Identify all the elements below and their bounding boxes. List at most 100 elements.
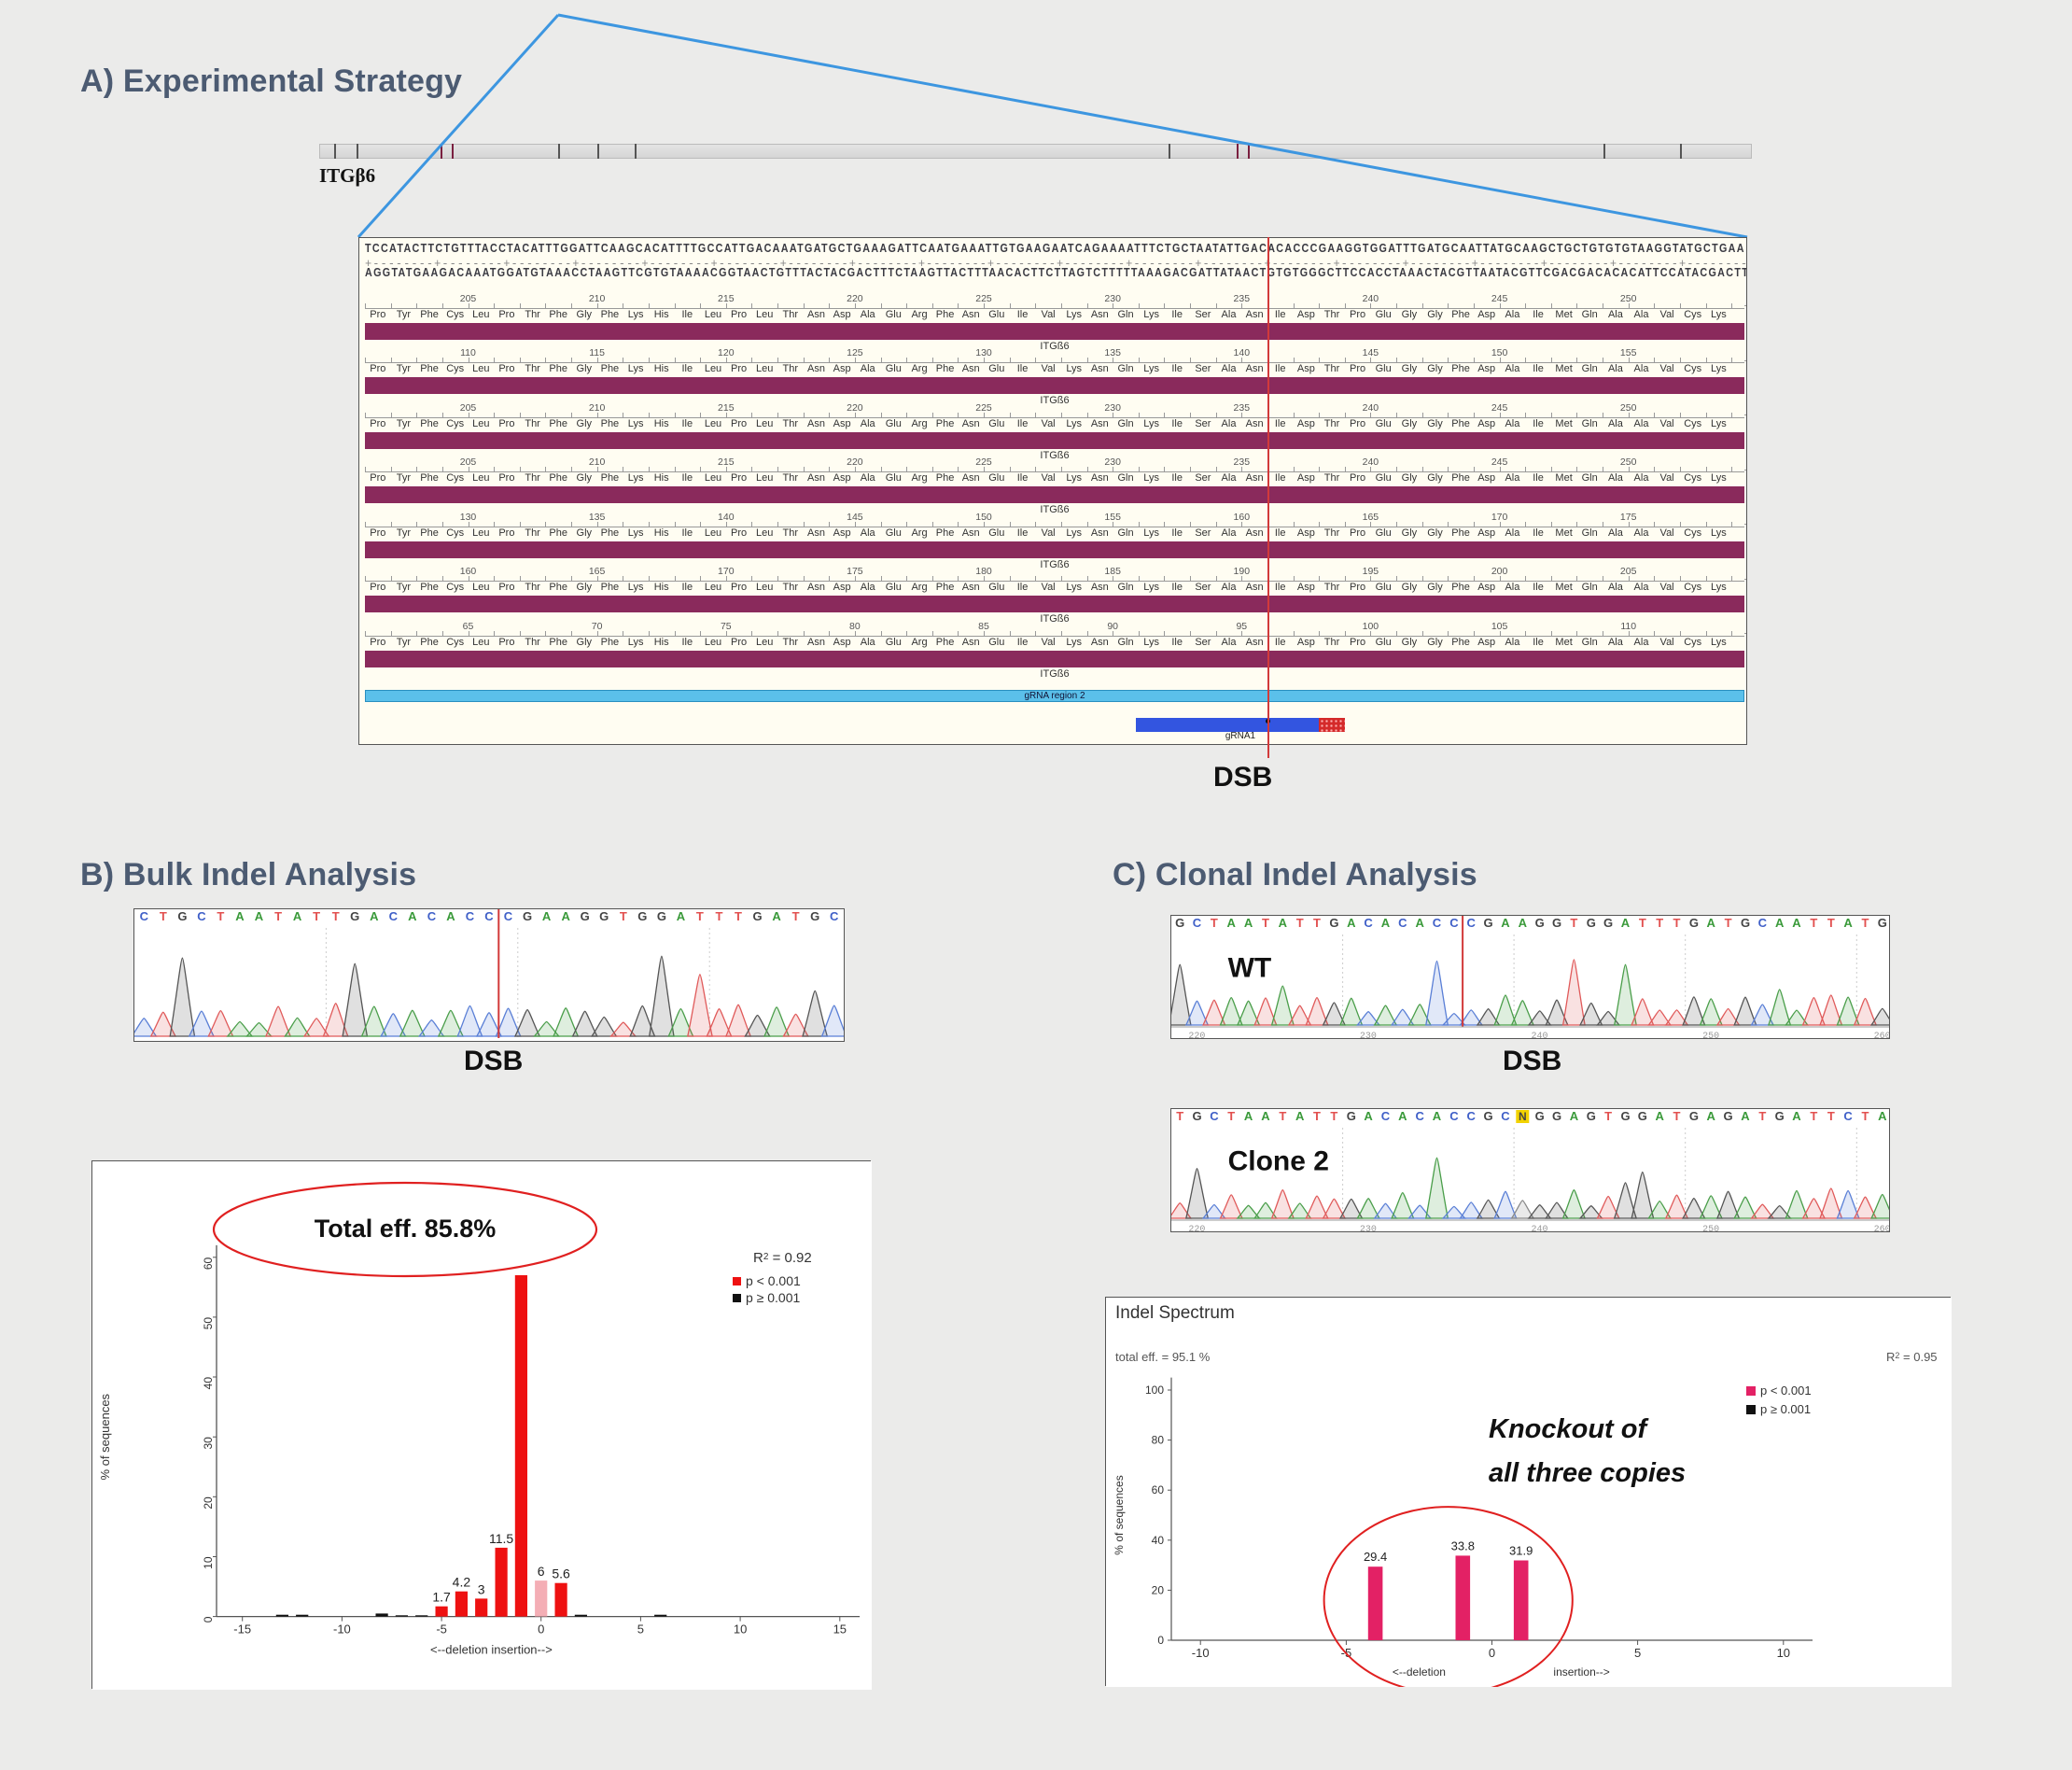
- svg-text:Clone 2: Clone 2: [1228, 1146, 1329, 1177]
- svg-text:A: A: [370, 909, 379, 923]
- svg-text:G: G: [1552, 1109, 1561, 1123]
- svg-text:250: 250: [1702, 1032, 1719, 1039]
- svg-text:A: A: [1433, 1109, 1442, 1123]
- svg-text:-5: -5: [436, 1622, 447, 1637]
- svg-text:G: G: [1587, 1109, 1596, 1123]
- svg-text:A: A: [1707, 916, 1716, 930]
- svg-text:A: A: [1792, 1109, 1801, 1123]
- svg-text:-10: -10: [333, 1622, 351, 1637]
- svg-text:C: C: [1758, 916, 1768, 930]
- svg-text:T: T: [1570, 916, 1577, 930]
- svg-text:G: G: [350, 909, 359, 923]
- svg-text:p < 0.001: p < 0.001: [746, 1273, 801, 1288]
- svg-text:T: T: [1656, 916, 1663, 930]
- svg-text:A: A: [1656, 1109, 1665, 1123]
- svg-text:A: A: [1261, 1109, 1270, 1123]
- svg-text:220: 220: [1188, 1225, 1205, 1232]
- svg-text:% of sequences: % of sequences: [98, 1393, 112, 1480]
- svg-text:C: C: [466, 909, 475, 923]
- svg-text:260: 260: [1874, 1225, 1890, 1232]
- svg-text:60: 60: [202, 1257, 215, 1270]
- svg-text:T: T: [1827, 916, 1835, 930]
- svg-text:C: C: [830, 909, 839, 923]
- svg-text:C: C: [1398, 916, 1407, 930]
- svg-text:G: G: [637, 909, 647, 923]
- svg-text:5.6: 5.6: [552, 1566, 570, 1581]
- svg-text:T: T: [313, 909, 320, 923]
- svg-text:33.8: 33.8: [1451, 1538, 1475, 1552]
- svg-text:all three copies: all three copies: [1489, 1458, 1686, 1488]
- svg-text:Total eff. 85.8%: Total eff. 85.8%: [315, 1215, 497, 1243]
- svg-text:<--deletion: <--deletion: [1393, 1665, 1446, 1679]
- svg-text:N: N: [1519, 1110, 1527, 1123]
- svg-text:A: A: [1416, 916, 1425, 930]
- svg-text:C: C: [1364, 916, 1373, 930]
- svg-text:<--deletion insertion-->: <--deletion insertion-->: [430, 1643, 553, 1657]
- svg-text:240: 240: [1532, 1032, 1548, 1039]
- svg-text:G: G: [581, 909, 590, 923]
- svg-text:T: T: [735, 909, 742, 923]
- svg-text:A: A: [1227, 916, 1237, 930]
- svg-text:C: C: [140, 909, 149, 923]
- svg-text:5: 5: [1634, 1646, 1641, 1660]
- svg-text:G: G: [1535, 916, 1545, 930]
- svg-text:15: 15: [833, 1622, 847, 1637]
- svg-text:20: 20: [202, 1496, 215, 1510]
- svg-text:T: T: [274, 909, 282, 923]
- svg-text:A: A: [677, 909, 686, 923]
- svg-text:G: G: [1329, 916, 1338, 930]
- svg-text:A: A: [255, 909, 264, 923]
- svg-text:A: A: [1707, 1109, 1716, 1123]
- svg-text:A: A: [1775, 916, 1785, 930]
- svg-text:220: 220: [1188, 1032, 1205, 1039]
- svg-text:G: G: [1638, 1109, 1647, 1123]
- svg-text:T: T: [1176, 1109, 1183, 1123]
- svg-text:G: G: [177, 909, 187, 923]
- svg-text:G: G: [1689, 1109, 1699, 1123]
- svg-text:G: G: [1175, 916, 1184, 930]
- svg-text:T: T: [1211, 916, 1218, 930]
- svg-text:T: T: [716, 909, 723, 923]
- svg-text:A: A: [562, 909, 571, 923]
- svg-text:G: G: [1484, 1109, 1493, 1123]
- svg-text:4.2: 4.2: [453, 1575, 471, 1590]
- svg-text:10: 10: [734, 1622, 747, 1637]
- svg-text:230: 230: [1360, 1032, 1377, 1039]
- svg-text:A: A: [1570, 1109, 1579, 1123]
- svg-text:0: 0: [1157, 1634, 1164, 1647]
- svg-text:T: T: [1725, 916, 1732, 930]
- svg-text:T: T: [1296, 916, 1304, 930]
- svg-text:6: 6: [538, 1564, 545, 1579]
- svg-text:40: 40: [202, 1377, 215, 1390]
- svg-text:C: C: [1467, 1109, 1477, 1123]
- svg-text:C: C: [1193, 916, 1202, 930]
- svg-text:230: 230: [1360, 1225, 1377, 1232]
- svg-text:A: A: [772, 909, 781, 923]
- svg-text:C: C: [484, 909, 494, 923]
- svg-text:T: T: [1862, 1109, 1869, 1123]
- svg-text:T: T: [1673, 1109, 1681, 1123]
- svg-text:80: 80: [1152, 1434, 1165, 1447]
- svg-text:A: A: [1792, 916, 1801, 930]
- svg-text:C: C: [1416, 1109, 1425, 1123]
- svg-text:A: A: [1519, 916, 1528, 930]
- svg-text:A: A: [1398, 1109, 1407, 1123]
- svg-text:T: T: [1313, 1109, 1321, 1123]
- svg-text:G: G: [1689, 916, 1699, 930]
- svg-text:C: C: [1467, 916, 1477, 930]
- svg-text:p < 0.001: p < 0.001: [1760, 1384, 1812, 1398]
- svg-text:C: C: [1449, 1109, 1459, 1123]
- svg-text:G: G: [1587, 916, 1596, 930]
- svg-text:G: G: [657, 909, 666, 923]
- svg-text:R2 = 0.95: R2 = 0.95: [1886, 1350, 1938, 1364]
- svg-text:260: 260: [1874, 1032, 1890, 1039]
- svg-text:total eff. = 95.1 %: total eff. = 95.1 %: [1115, 1350, 1211, 1364]
- svg-text:30: 30: [202, 1437, 215, 1450]
- svg-text:A: A: [293, 909, 302, 923]
- svg-text:T: T: [1279, 1109, 1286, 1123]
- svg-text:C: C: [389, 909, 399, 923]
- svg-text:Knockout of: Knockout of: [1489, 1414, 1649, 1444]
- svg-text:T: T: [1227, 1109, 1235, 1123]
- svg-text:T: T: [1673, 916, 1681, 930]
- svg-text:G: G: [1741, 916, 1750, 930]
